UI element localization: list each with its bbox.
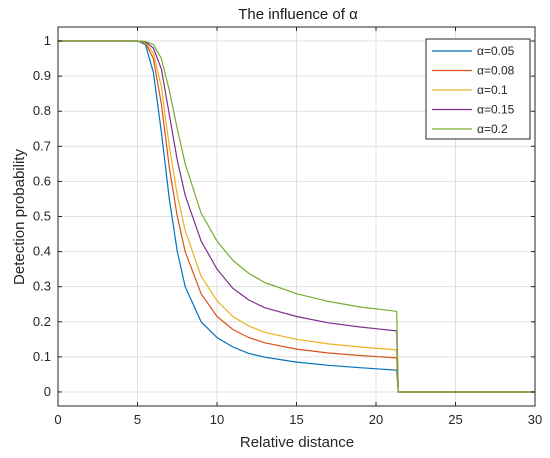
y-tick-label: 0.5 (33, 209, 51, 224)
x-tick-label: 5 (134, 412, 141, 427)
x-axis-ticks: 0 5 10 15 20 25 30 (54, 27, 542, 427)
series-line-1 (58, 40, 535, 393)
y-tick-label: 1 (44, 33, 51, 48)
x-tick-label: 10 (210, 412, 224, 427)
x-axis-label: Relative distance (240, 434, 354, 451)
legend-label: α=0.15 (477, 103, 515, 117)
y-tick-label: 0.1 (33, 349, 51, 364)
legend-label: α=0.2 (477, 122, 508, 136)
legend-box (425, 38, 531, 140)
grid (57, 27, 536, 406)
series-line-2 (58, 40, 535, 393)
chart-title: The influence of α (238, 6, 358, 23)
x-tick-label: 25 (448, 412, 462, 427)
legend-label: α=0.1 (477, 83, 508, 97)
legend-label: α=0.08 (477, 64, 515, 78)
y-tick-label: 0.7 (33, 138, 51, 153)
y-tick-label: 0.6 (33, 173, 51, 188)
y-tick-label: 0.3 (33, 279, 51, 294)
y-axis-label: Detection probability (11, 149, 28, 285)
y-tick-label: 0.9 (33, 68, 51, 83)
series-lines (58, 40, 535, 393)
x-tick-label: 30 (528, 412, 542, 427)
x-tick-label: 0 (54, 412, 61, 427)
y-tick-label: 0.8 (33, 103, 51, 118)
x-tick-label: 15 (289, 412, 303, 427)
series-line-0 (58, 40, 535, 393)
legend: α=0.05 α=0.08 α=0.1 α=0.15 α=0.2 (425, 38, 531, 140)
series-line-3 (58, 40, 535, 393)
y-tick-label: 0.4 (33, 244, 51, 259)
y-axis-ticks: 0 0.1 0.2 0.3 0.4 0.5 0.6 0.7 0.8 0.9 1 (33, 33, 535, 399)
series-line-4 (58, 40, 535, 393)
y-tick-label: 0 (44, 384, 51, 399)
y-tick-label: 0.2 (33, 314, 51, 329)
legend-label: α=0.05 (477, 44, 515, 58)
x-tick-label: 20 (369, 412, 383, 427)
